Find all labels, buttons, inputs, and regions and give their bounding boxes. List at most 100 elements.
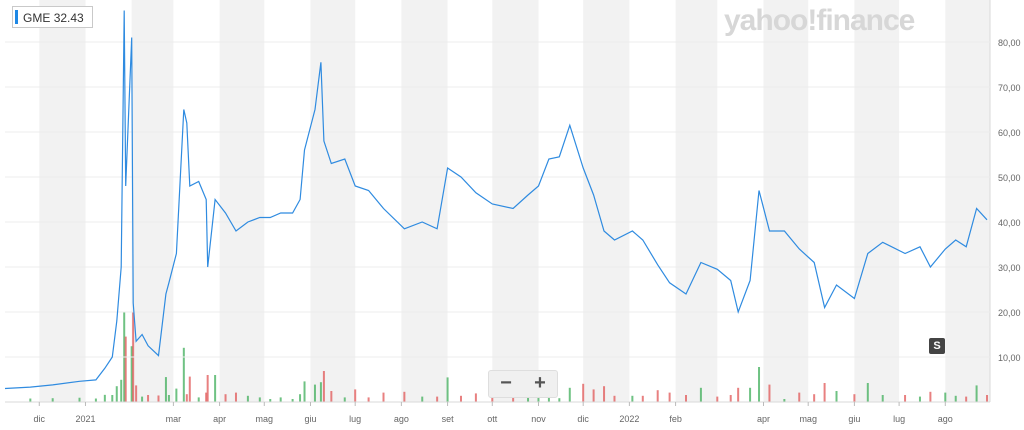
- volume-bar: [135, 385, 138, 402]
- month-band: [219, 0, 265, 402]
- volume-bar: [141, 396, 144, 402]
- volume-bar: [699, 387, 702, 402]
- volume-bar: [918, 396, 921, 402]
- volume-bar: [685, 395, 688, 402]
- volume-bar: [115, 386, 118, 402]
- y-tick-label: 50,00: [998, 173, 1021, 183]
- y-tick-label: 10,00: [998, 353, 1021, 363]
- volume-bar: [668, 392, 671, 402]
- volume-bar: [613, 395, 616, 402]
- volume-bar: [729, 395, 732, 402]
- x-tick-label: dic: [577, 414, 589, 424]
- volume-bar: [382, 392, 385, 402]
- volume-bar: [322, 371, 325, 402]
- x-tick-label: ago: [938, 414, 953, 424]
- volume-bar: [130, 346, 133, 402]
- x-tick-labels: dic 2021 mar apr mag giu lug ago set ott nov dic 202…: [34, 402, 953, 424]
- volume-bar: [436, 396, 439, 402]
- volume-bar: [258, 397, 261, 402]
- volume-bar: [716, 396, 719, 402]
- volume-bar: [157, 395, 160, 402]
- volume-bar: [29, 398, 32, 402]
- volume-bar: [512, 397, 515, 402]
- month-band: [854, 0, 900, 402]
- month-band: [39, 0, 86, 402]
- y-tick-label: 80,00: [998, 38, 1021, 48]
- y-tick-label: 70,00: [998, 83, 1021, 93]
- y-tick-label: 30,00: [998, 263, 1021, 273]
- volume-bar: [641, 395, 644, 402]
- volume-bar: [944, 392, 947, 402]
- volume-bar: [78, 397, 81, 402]
- ticker-symbol: GME: [23, 11, 51, 25]
- volume-bar: [459, 395, 462, 402]
- volume-bar: [758, 367, 761, 402]
- ticker-badge[interactable]: GME 32.43: [12, 6, 93, 28]
- volume-bar: [343, 397, 346, 402]
- volume-bar: [182, 347, 185, 402]
- volume-bar: [269, 399, 272, 402]
- volume-bar: [749, 387, 752, 402]
- month-bands: [39, 0, 990, 402]
- volume-bar: [175, 388, 178, 402]
- y-gridlines: [5, 0, 991, 403]
- zoom-out-button[interactable]: −: [500, 372, 512, 394]
- x-tick-label: apr: [213, 414, 226, 424]
- volume-bar: [234, 392, 237, 402]
- month-band: [763, 0, 809, 402]
- volume-bar: [124, 336, 127, 402]
- x-tick-label: mag: [256, 414, 274, 424]
- x-tick-label: feb: [669, 414, 682, 424]
- volume-bar: [603, 386, 606, 402]
- volume-bar: [631, 395, 634, 402]
- volume-bar: [147, 395, 150, 402]
- volume-bar: [224, 394, 227, 402]
- x-tick-label: set: [442, 414, 455, 424]
- volume-bar: [798, 392, 801, 402]
- volume-bar: [446, 377, 449, 402]
- month-band: [492, 0, 539, 402]
- x-tick-label: 2021: [75, 414, 95, 424]
- volume-bar: [319, 382, 322, 402]
- volume-bar: [167, 395, 170, 402]
- volume-bars: [29, 312, 989, 402]
- volume-bar: [929, 391, 932, 402]
- volume-bar: [954, 395, 957, 402]
- volume-bar: [881, 395, 884, 402]
- volume-bar: [111, 395, 114, 402]
- volume-bar: [768, 384, 771, 402]
- series-color-marker: [15, 10, 18, 24]
- volume-bar: [853, 394, 856, 402]
- volume-bar: [94, 398, 97, 402]
- volume-bar: [279, 397, 282, 402]
- y-tick-label: 40,00: [998, 218, 1021, 228]
- volume-bar: [975, 385, 978, 402]
- volume-bar: [783, 399, 786, 402]
- volume-bar: [568, 387, 571, 402]
- volume-bar: [214, 375, 217, 402]
- x-tick-label: lug: [349, 414, 361, 424]
- month-band: [583, 0, 630, 402]
- x-tick-label: mag: [799, 414, 817, 424]
- x-tick-label: ott: [487, 414, 498, 424]
- volume-bar: [367, 397, 370, 402]
- y-tick-labels: 10,00 20,00 30,00 40,00 50,00 60,00 70,00 80,00: [998, 38, 1021, 363]
- month-band: [401, 0, 448, 402]
- volume-bar: [197, 397, 200, 402]
- volume-bar: [835, 391, 838, 402]
- volume-bar: [986, 395, 989, 402]
- split-event-badge[interactable]: S: [929, 338, 945, 354]
- volume-bar: [206, 375, 209, 402]
- x-tick-label: dic: [34, 414, 46, 424]
- month-band: [131, 0, 174, 402]
- x-tick-label: 2022: [619, 414, 639, 424]
- zoom-in-button[interactable]: +: [534, 372, 546, 394]
- x-tick-label: giu: [848, 414, 860, 424]
- volume-bar: [246, 395, 249, 402]
- volume-bar: [656, 390, 659, 402]
- volume-bar: [103, 394, 106, 402]
- y-tick-label: 60,00: [998, 128, 1021, 138]
- volume-bar: [527, 394, 530, 402]
- volume-bar: [188, 376, 191, 402]
